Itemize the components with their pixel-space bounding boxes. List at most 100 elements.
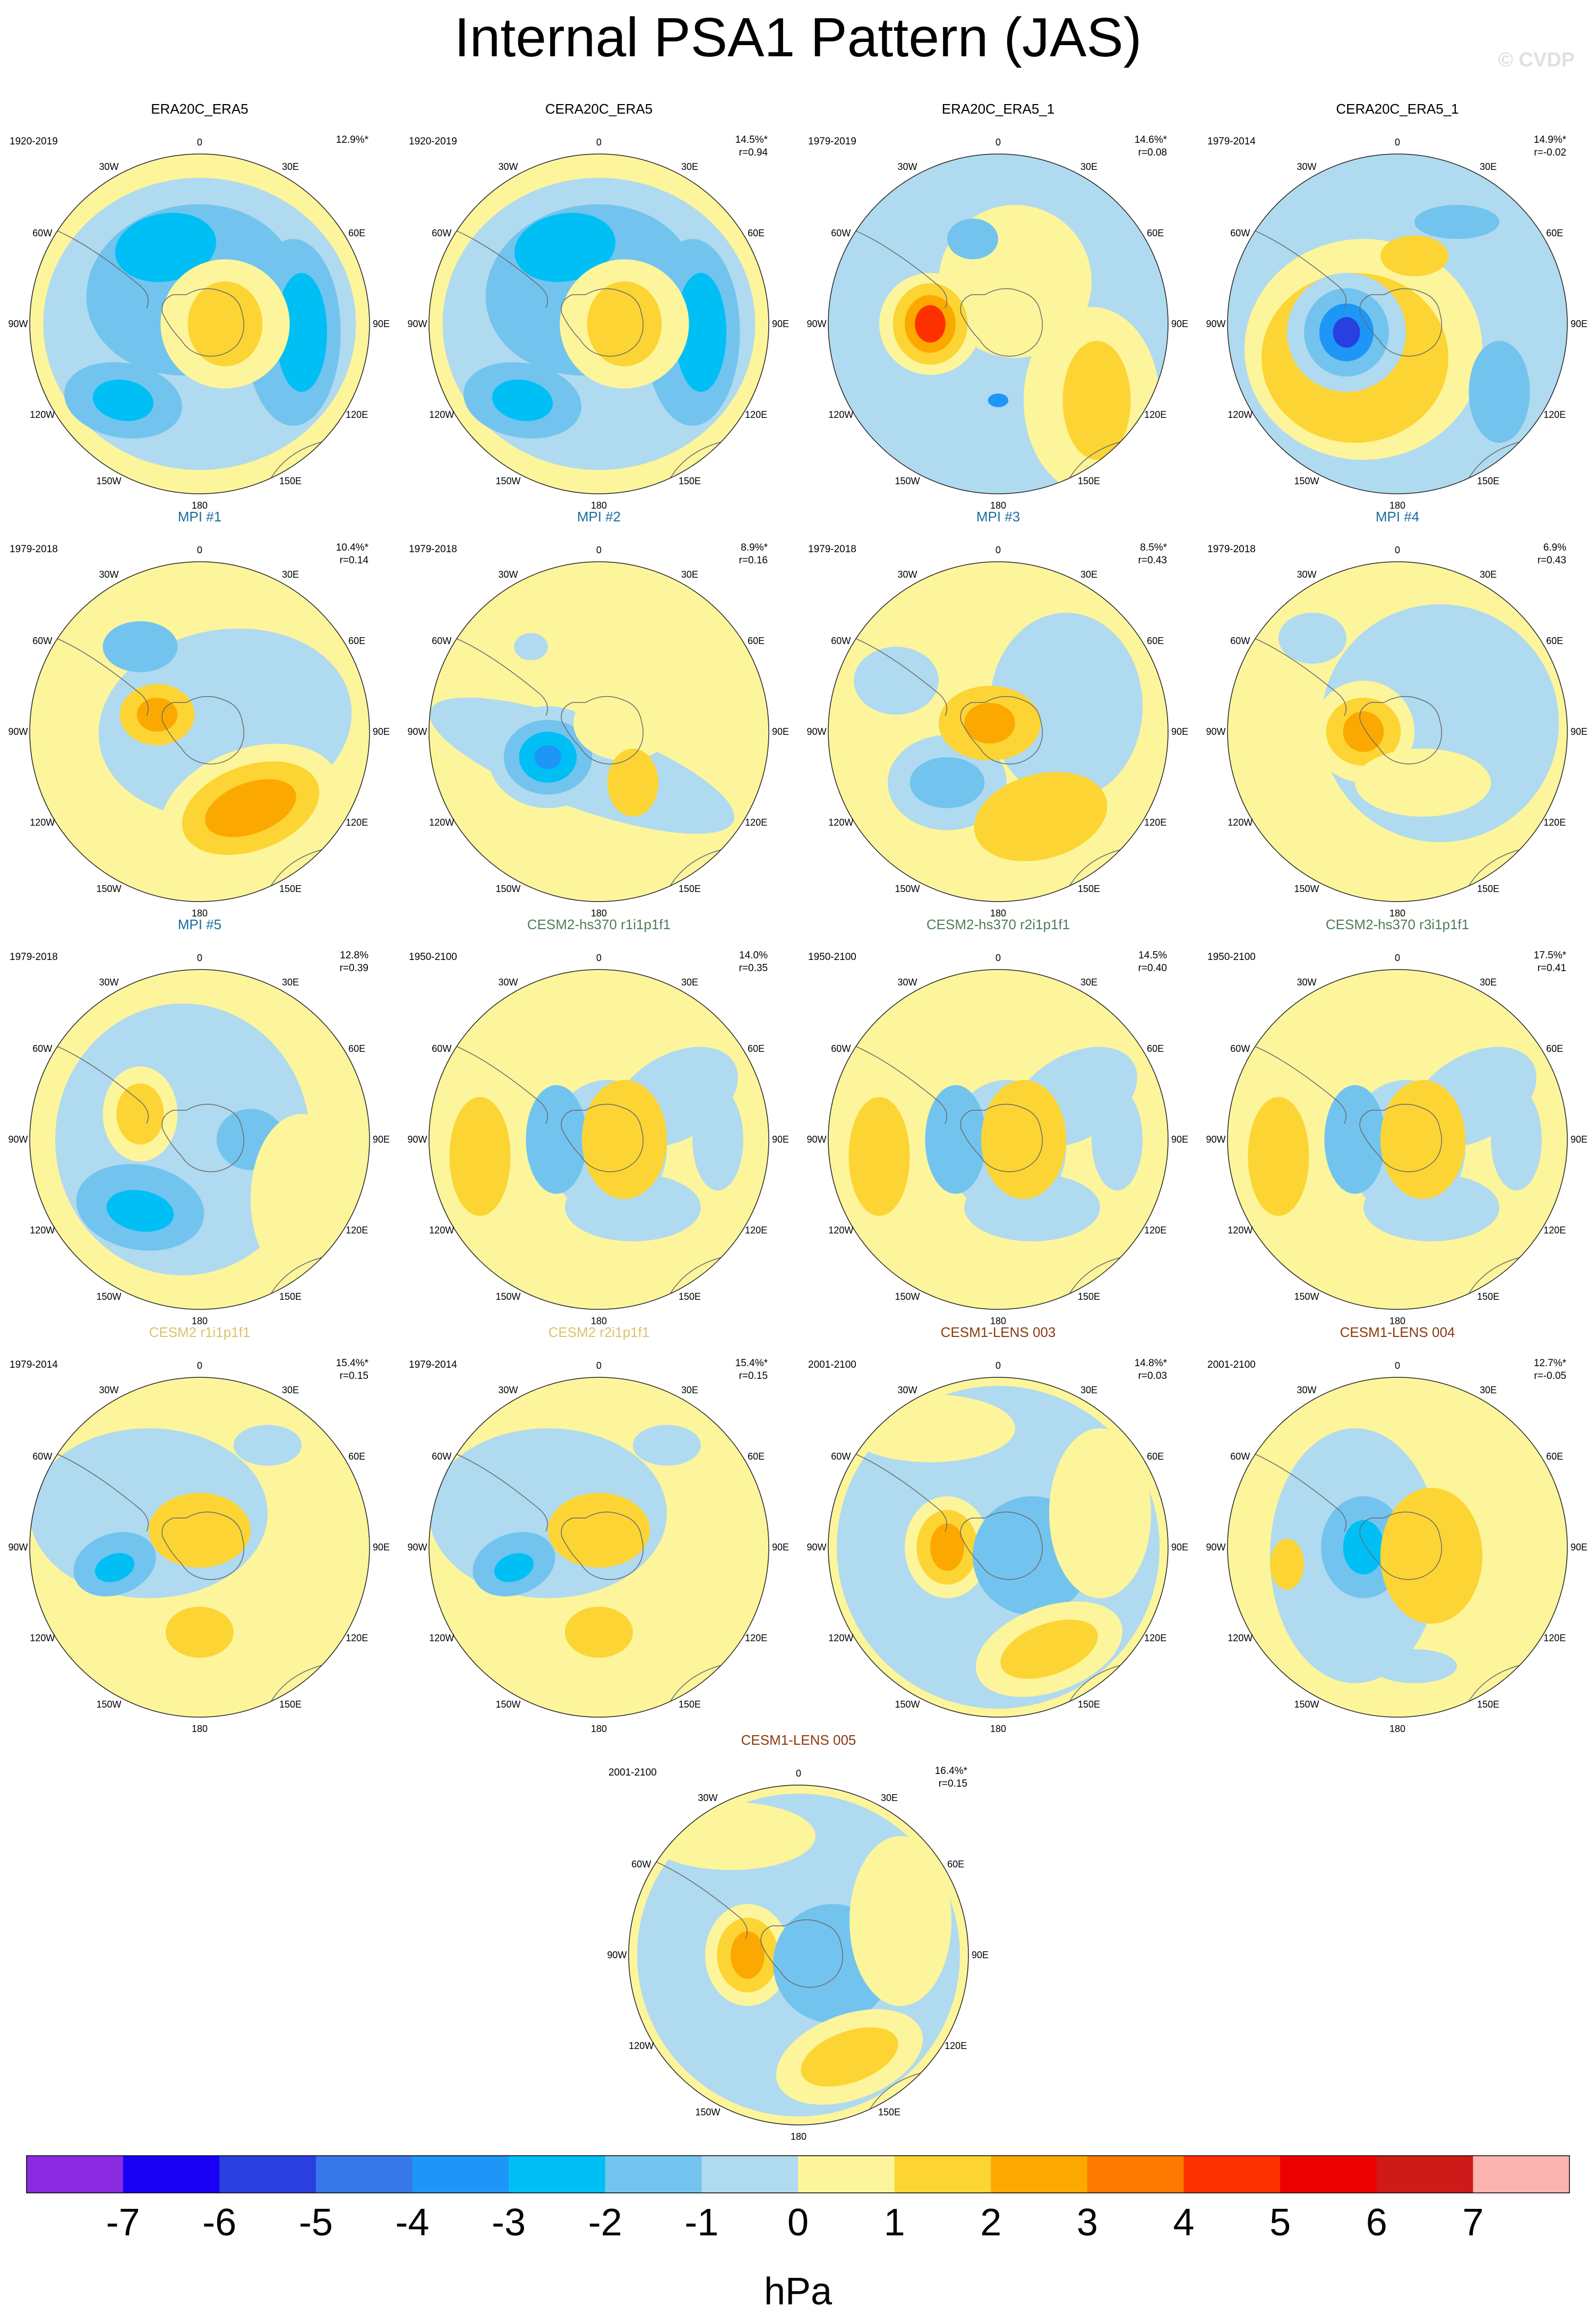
longitude-label: 180 — [1389, 1316, 1405, 1326]
longitude-label: 180 — [990, 908, 1006, 919]
colorbar-tick-label: -7 — [106, 2201, 140, 2244]
panel-years: 1950-2100 — [808, 951, 856, 963]
longitude-label: 120E — [1543, 1633, 1566, 1643]
longitude-label: 150W — [1294, 884, 1319, 894]
pattern-correlation: r=0.03 — [1138, 1370, 1167, 1382]
variance-explained: 6.9% — [1543, 542, 1566, 553]
colorbar-tick-label: -5 — [299, 2201, 333, 2244]
panel-variance-corr: 12.9%* — [336, 134, 368, 147]
panel-years: 1979-2014 — [1207, 136, 1256, 147]
anomaly-contour — [850, 1836, 951, 2006]
panel-variance-corr: 14.8%* r=0.03 — [1135, 1357, 1167, 1383]
longitude-label: 180 — [990, 1316, 1006, 1326]
longitude-label: 120E — [1543, 817, 1566, 828]
map-boundary — [29, 969, 370, 1310]
longitude-label: 90W — [8, 1134, 28, 1145]
panel-variance-corr: 16.4%* r=0.15 — [935, 1765, 967, 1790]
anomaly-contour — [1049, 1428, 1151, 1598]
anomaly-contour — [1363, 1173, 1499, 1241]
anomaly-contour — [115, 212, 217, 282]
panel-title: CESM1-LENS 003 — [940, 1324, 1056, 1340]
panel-variance-corr: 10.4%* r=0.14 — [336, 542, 368, 567]
longitude-label: 150W — [895, 1699, 920, 1710]
longitude-label: 30E — [282, 161, 299, 172]
panel-years: 1920-2019 — [10, 136, 58, 147]
longitude-label: 120E — [745, 409, 767, 420]
longitude-label: 90W — [8, 319, 28, 329]
longitude-label: 150E — [1477, 476, 1499, 486]
longitude-label: 150E — [878, 2107, 900, 2117]
panel-title: CESM1-LENS 004 — [1340, 1324, 1455, 1340]
anomaly-contour — [633, 1425, 701, 1466]
longitude-label: 60W — [831, 1451, 851, 1462]
longitude-label: 150E — [679, 1291, 701, 1302]
longitude-label: 30E — [1080, 977, 1097, 988]
longitude-label: 120W — [629, 2040, 654, 2051]
map-boundary — [29, 153, 370, 494]
map-boundary — [29, 1377, 370, 1718]
longitude-label: 0 — [996, 953, 1001, 963]
map-boundary — [1227, 561, 1568, 902]
longitude-label: 60E — [1546, 1043, 1563, 1054]
panel-years: 1979-2014 — [10, 1359, 58, 1370]
longitude-label: 90E — [772, 1134, 789, 1145]
longitude-label: 90W — [8, 726, 28, 737]
longitude-label: 120W — [828, 1633, 853, 1643]
panel-title: CESM2-hs370 r2i1p1f1 — [926, 916, 1070, 932]
map-boundary — [1227, 153, 1568, 494]
anomaly-contour — [1355, 749, 1491, 817]
longitude-label: 60E — [748, 636, 765, 646]
panel-title: CERA20C_ERA5_1 — [1336, 101, 1459, 117]
polar-map: 0 30E 60E 90E 120E 150E 180 150W 120W 90W 60W 30W — [407, 545, 789, 919]
anomaly-contour — [915, 305, 946, 343]
anomaly-contour — [234, 1425, 302, 1466]
panel-variance-corr: 14.5% r=0.40 — [1138, 949, 1167, 975]
longitude-label: 30W — [498, 977, 518, 988]
longitude-label: 0 — [1395, 137, 1400, 148]
longitude-label: 90W — [806, 1542, 826, 1553]
longitude-label: 90W — [1206, 319, 1225, 329]
anomaly-contour — [1270, 1539, 1304, 1590]
longitude-label: 90W — [1206, 1134, 1225, 1145]
longitude-label: 60W — [32, 1043, 52, 1054]
pattern-correlation: r=0.08 — [1138, 147, 1167, 158]
anomaly-contour — [548, 1493, 650, 1568]
colorbar-tick-label: 2 — [980, 2201, 1001, 2244]
longitude-label: 150W — [1294, 476, 1319, 486]
longitude-label: 120E — [1543, 1225, 1566, 1236]
panel-title: MPI #2 — [577, 509, 621, 525]
variance-explained: 12.8% — [340, 950, 368, 961]
longitude-label: 60W — [32, 636, 52, 646]
longitude-label: 90E — [373, 1542, 390, 1553]
longitude-label: 30E — [1080, 569, 1097, 580]
longitude-label: 180 — [192, 1724, 208, 1734]
longitude-label: 0 — [996, 137, 1001, 148]
anomaly-contour — [848, 1097, 910, 1216]
longitude-label: 0 — [996, 1360, 1001, 1371]
anomaly-contour — [1000, 1619, 1098, 1679]
longitude-label: 30E — [1480, 1385, 1497, 1395]
colorbar-tick-label: 3 — [1077, 2201, 1098, 2244]
map-panel: 0 30E 60E 90E 120E 150E 180 150W 120W 90W 60W 30W CE… — [799, 916, 1198, 1331]
longitude-label: 150W — [895, 1291, 920, 1302]
antarctica-coastline — [960, 1103, 1043, 1172]
longitude-label: 180 — [192, 908, 208, 919]
panel-variance-corr: 8.9%* r=0.16 — [739, 542, 768, 567]
panel-years: 2001-2100 — [1207, 1359, 1256, 1370]
panel-title: MPI #1 — [177, 509, 222, 525]
map-panel: 0 30E 60E 90E 120E 150E 180 150W 120W 90W 60W 30W MP… — [0, 916, 399, 1331]
longitude-label: 150W — [495, 1291, 520, 1302]
longitude-label: 30E — [681, 1385, 698, 1395]
anomaly-contour — [1343, 1520, 1384, 1575]
polar-map: 0 30E 60E 90E 120E 150E 180 150W 120W 90W 60W 30W — [407, 953, 789, 1326]
longitude-label: 120E — [346, 817, 368, 828]
colorbar-swatch — [894, 2156, 991, 2193]
panel-variance-corr: 12.8% r=0.39 — [340, 949, 368, 975]
map-boundary — [628, 1785, 969, 2125]
colorbar-swatch — [219, 2156, 316, 2193]
longitude-label: 150E — [279, 884, 302, 894]
longitude-label: 90E — [373, 726, 390, 737]
anomaly-contour — [526, 1085, 587, 1194]
variance-explained: 12.9%* — [336, 134, 368, 145]
longitude-label: 120W — [828, 1225, 853, 1236]
